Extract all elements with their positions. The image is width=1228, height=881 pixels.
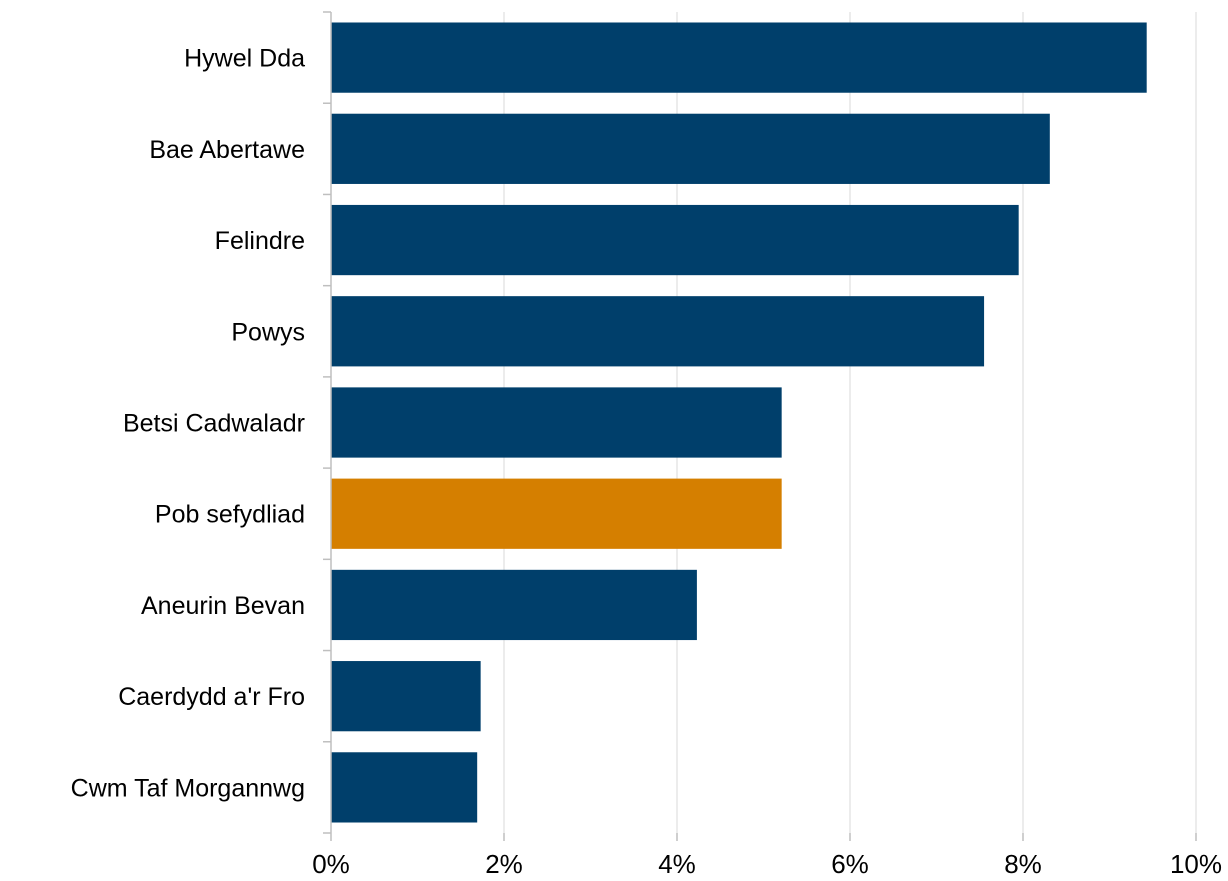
bar-powys — [331, 296, 985, 367]
bar-aneurin-bevan — [331, 569, 697, 641]
category-label: Aneurin Bevan — [141, 592, 305, 620]
bar-betsi-cadwaladr — [331, 387, 782, 458]
category-label: Powys — [231, 318, 305, 346]
category-label: Betsi Cadwaladr — [123, 410, 305, 438]
category-label: Hywel Dda — [184, 45, 305, 73]
x-tick-label: 8% — [1004, 849, 1042, 879]
category-label: Bae Abertawe — [149, 136, 305, 164]
category-label: Cwm Taf Morgannwg — [71, 774, 305, 802]
bars — [331, 22, 1147, 823]
x-tick-labels: 0% 2% 4% 6% 8% 10% — [312, 849, 1222, 879]
x-tick-label: 0% — [312, 849, 350, 879]
bar-caerdydd-a-r-fro — [331, 661, 481, 732]
bar-bae-abertawe — [331, 113, 1050, 184]
x-tick-label: 10% — [1170, 849, 1222, 879]
bar-pob-sefydliad — [331, 478, 782, 549]
category-label: Pob sefydliad — [155, 501, 305, 529]
bar-hywel-dda — [331, 22, 1147, 93]
category-labels: Hywel Dda Bae Abertawe Felindre Powys Betsi … — [71, 45, 305, 803]
x-tick-label: 6% — [831, 849, 869, 879]
bar-felindre — [331, 204, 1019, 276]
category-label: Caerdydd a'r Fro — [118, 683, 305, 711]
y-axis — [323, 11, 1197, 841]
x-tick-label: 2% — [485, 849, 523, 879]
bar-cwm-taf-morgannwg — [331, 752, 478, 823]
x-tick-label: 4% — [658, 849, 696, 879]
category-label: Felindre — [215, 227, 305, 255]
